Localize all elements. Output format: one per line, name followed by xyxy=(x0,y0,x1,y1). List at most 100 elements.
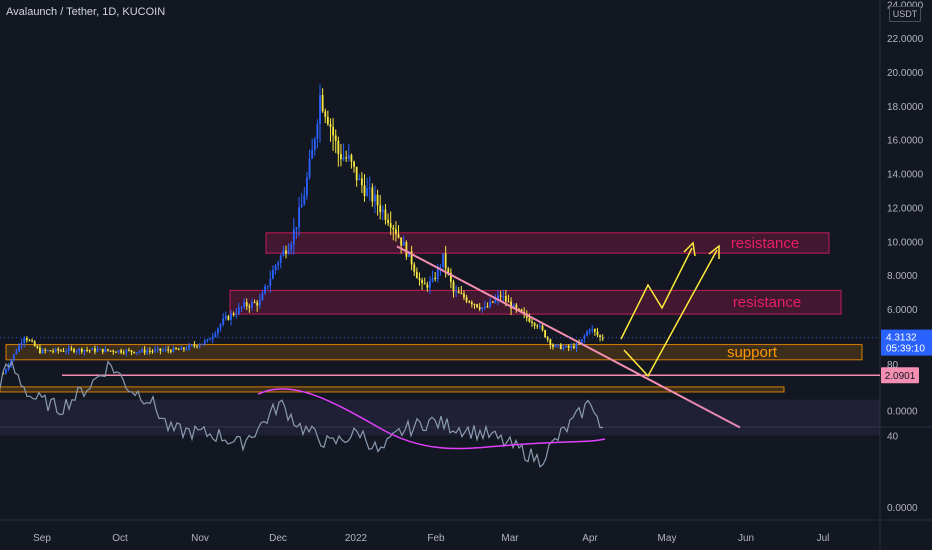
candle xyxy=(371,183,374,207)
candle xyxy=(135,351,138,356)
candle-body xyxy=(319,94,321,125)
candle xyxy=(107,348,109,352)
candle-body xyxy=(415,271,418,279)
price-tick-label: 20.0000 xyxy=(887,68,924,79)
candle-body xyxy=(457,291,460,294)
pullback-arrow xyxy=(623,249,718,378)
candle xyxy=(211,332,214,344)
candle-body xyxy=(431,277,434,281)
candle-body xyxy=(557,344,560,346)
candle xyxy=(49,350,52,352)
candle xyxy=(489,297,492,309)
candle-body xyxy=(292,228,295,245)
candle xyxy=(104,345,107,353)
last-price-tag xyxy=(881,329,932,356)
candle xyxy=(112,349,115,355)
price-tick-label: 10.0000 xyxy=(887,237,924,248)
candle-body xyxy=(329,124,332,128)
last-price-label: 4.3132 xyxy=(886,333,917,344)
candle-body xyxy=(596,331,599,336)
time-tick-label: Jun xyxy=(738,533,754,544)
candle-body xyxy=(75,351,78,353)
candle-body xyxy=(190,344,193,346)
candle xyxy=(376,189,379,216)
candle xyxy=(429,276,431,294)
candle-body xyxy=(269,278,272,286)
time-tick-label: Dec xyxy=(269,533,287,544)
candle xyxy=(117,349,120,354)
candle-body xyxy=(138,351,141,353)
zigzag-arrow xyxy=(620,247,693,340)
candle xyxy=(209,337,211,341)
candle-body xyxy=(520,309,523,313)
candle xyxy=(193,341,196,349)
last-price-countdown: 05:39:10 xyxy=(886,344,925,355)
price-tick-label: 24.0000 xyxy=(887,0,924,11)
candle-body xyxy=(46,350,49,352)
candle-body xyxy=(245,302,248,307)
candle-body xyxy=(408,251,410,257)
candle-body xyxy=(12,354,15,360)
candle xyxy=(392,224,395,241)
candle xyxy=(337,136,340,167)
candle xyxy=(25,336,28,343)
candle xyxy=(73,347,75,354)
candle xyxy=(94,345,96,355)
candle xyxy=(387,213,389,227)
candle-body xyxy=(552,344,554,347)
candle-body xyxy=(554,344,557,347)
candle-body xyxy=(515,304,518,309)
candle-body xyxy=(193,344,196,346)
candle-body xyxy=(567,345,570,348)
candle-body xyxy=(531,321,533,324)
candle-body xyxy=(15,351,18,355)
candle-body xyxy=(290,244,293,250)
candle-body xyxy=(175,347,177,350)
candle xyxy=(188,342,191,351)
currency-button[interactable]: USDT xyxy=(889,6,921,22)
candle-body xyxy=(70,348,73,350)
candle-body xyxy=(379,205,382,213)
candle-body xyxy=(499,295,502,297)
candle-body xyxy=(397,234,400,238)
candle xyxy=(245,298,248,311)
candle xyxy=(460,285,463,295)
candle xyxy=(405,240,408,260)
candle xyxy=(80,347,83,355)
candle-body xyxy=(54,348,57,352)
price-tick-label: 16.0000 xyxy=(887,136,924,147)
candle xyxy=(203,338,206,347)
time-tick-label: May xyxy=(658,533,677,544)
candle xyxy=(538,322,541,330)
candle xyxy=(546,336,549,343)
candle-body xyxy=(31,340,34,342)
candle-body xyxy=(167,349,170,351)
candle-body xyxy=(334,135,337,141)
candle-body xyxy=(59,350,62,352)
candle xyxy=(400,237,403,254)
candle xyxy=(290,241,293,255)
price-tick-label: 8.0000 xyxy=(887,271,918,282)
candle xyxy=(499,290,502,301)
candle-body xyxy=(222,318,225,325)
candle xyxy=(12,353,15,362)
candle xyxy=(46,349,49,352)
candle-body xyxy=(182,347,185,350)
candle xyxy=(570,342,573,351)
candle-body xyxy=(360,178,363,186)
candle-body xyxy=(248,306,251,308)
symbol-title[interactable]: Avalaunch / Tether, 1D, KUCOIN xyxy=(6,6,166,18)
candle-body xyxy=(73,349,75,352)
candle-body xyxy=(243,302,246,307)
price-zones: resistance resistance support xyxy=(0,232,863,393)
candle xyxy=(185,346,188,351)
candle xyxy=(169,348,172,354)
candle-body xyxy=(279,255,282,263)
candle-body xyxy=(476,304,478,307)
candle-body xyxy=(258,300,261,306)
candle-body xyxy=(133,351,136,354)
candle xyxy=(235,307,238,319)
